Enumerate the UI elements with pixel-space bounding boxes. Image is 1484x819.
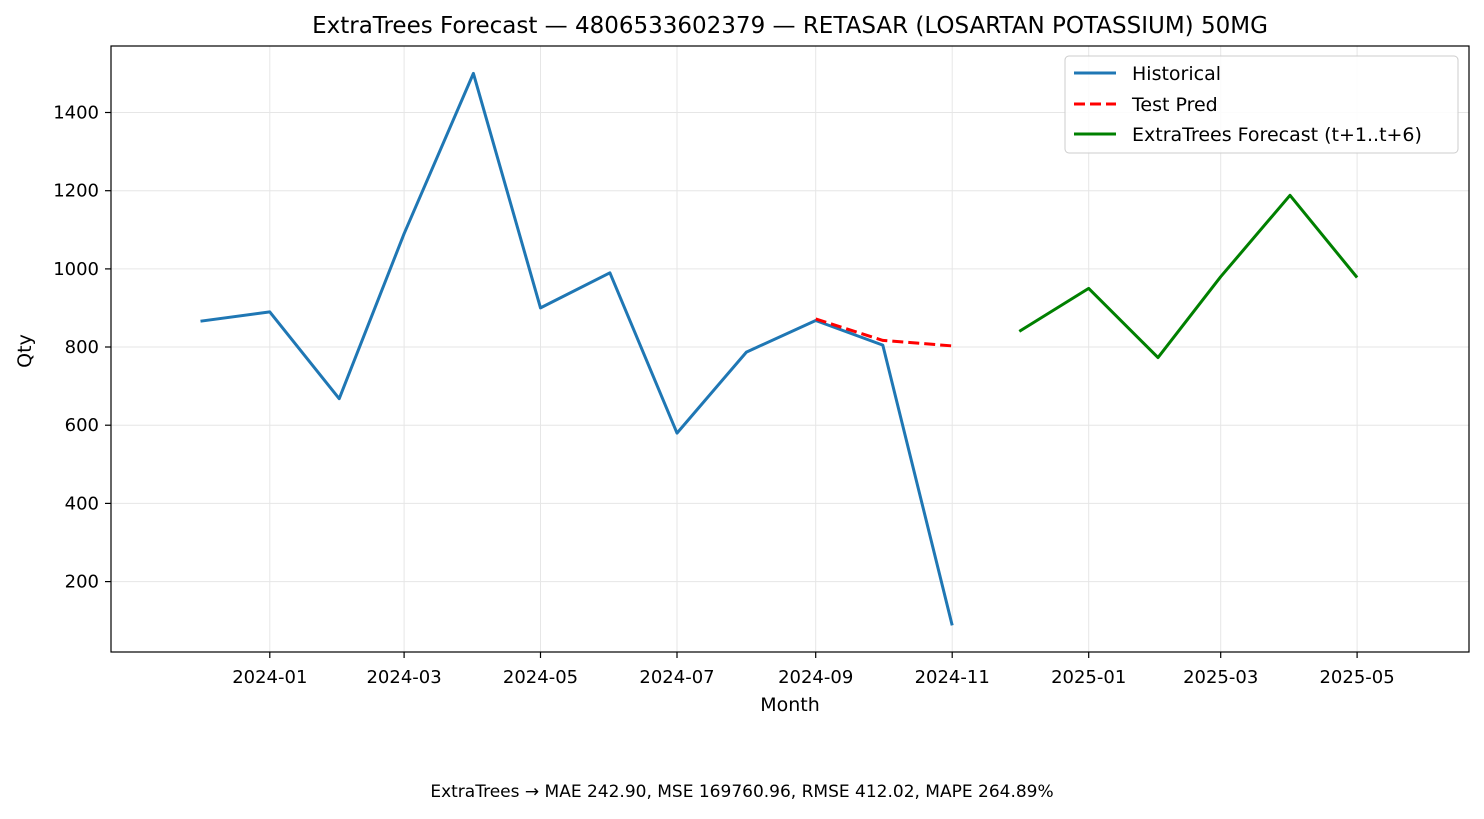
x-tick-label: 2024-09 (778, 667, 853, 688)
axis-ticks: 2024-01 2024-03 2024-05 2024-07 2024-09 2024-… (53, 103, 1395, 689)
series-line-test-pred (815, 317, 953, 348)
x-tick-label: 2024-03 (366, 667, 441, 688)
legend-box (1064, 55, 1459, 154)
x-tick-label: 2025-03 (1183, 667, 1258, 688)
series-line-extratrees-forecast-t-1-t-6 (1018, 193, 1359, 360)
y-tick-label: 400 (65, 493, 99, 514)
x-axis-title: Month (760, 694, 820, 716)
y-axis-title: Qty (14, 334, 36, 368)
y-tick-label: 1000 (53, 259, 99, 280)
x-tick-label: 2025-05 (1319, 667, 1394, 688)
plot-frame (110, 45, 1470, 653)
legend-label-forecast: ExtraTrees Forecast (t+1..t+6) (1132, 124, 1422, 146)
x-tick-label: 2024-05 (503, 667, 578, 688)
x-tick-label: 2024-01 (232, 667, 307, 688)
y-tick-label: 800 (65, 337, 99, 358)
legend: Historical Test Pred ExtraTrees Forecast… (1064, 55, 1459, 154)
y-tick-label: 1400 (53, 103, 99, 124)
x-tick-label: 2025-01 (1051, 667, 1126, 688)
legend-label-historical: Historical (1132, 63, 1221, 85)
x-tick-label: 2024-11 (915, 667, 990, 688)
y-tick-label: 200 (65, 572, 99, 593)
y-tick-label: 600 (65, 415, 99, 436)
legend-label-test-pred: Test Pred (1131, 94, 1218, 116)
series-lines (200, 71, 1359, 626)
chart-title: ExtraTrees Forecast — 4806533602379 — RE… (312, 13, 1268, 39)
series-line-historical (200, 71, 954, 626)
forecast-chart: 2024-01 2024-03 2024-05 2024-07 2024-09 2024-… (14, 13, 1470, 716)
grid-lines (111, 46, 1469, 652)
x-tick-label: 2024-07 (639, 667, 714, 688)
y-tick-label: 1200 (53, 181, 99, 202)
metrics-footer: ExtraTrees → MAE 242.90, MSE 169760.96, … (430, 782, 1054, 802)
